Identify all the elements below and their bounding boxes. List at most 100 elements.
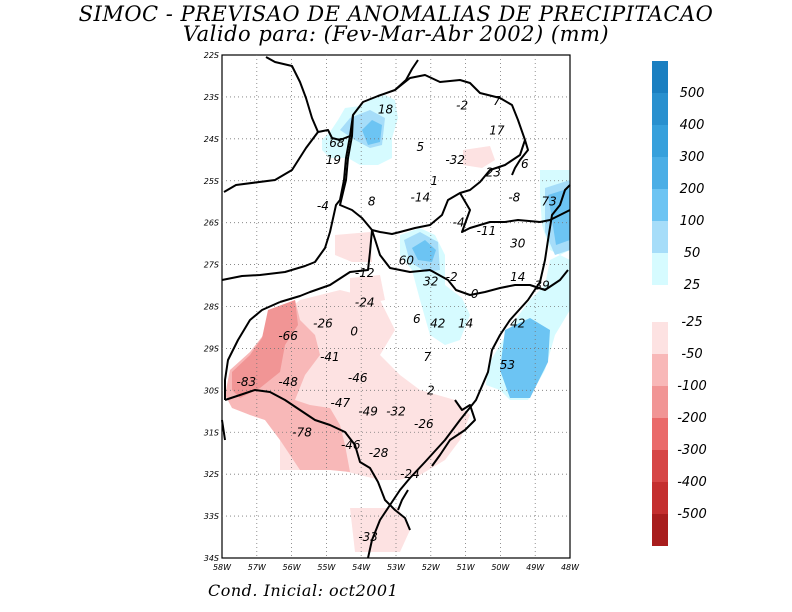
anomaly-value: 0 — [350, 325, 358, 339]
legend-label: 200 — [680, 182, 705, 197]
lat-label: 22S — [204, 51, 219, 60]
lat-label: 32S — [204, 470, 219, 479]
legend-label: -50 — [681, 347, 702, 362]
longitude-labels: 58W 57W 56W 55W 54W 53W 52W 51W 50W 49W 48W — [213, 563, 580, 572]
lon-label: 49W — [526, 563, 545, 572]
anomaly-value: -4 — [453, 216, 465, 230]
border-west — [221, 135, 351, 281]
grid-lines — [222, 55, 570, 558]
state-border-parana — [371, 74, 526, 235]
legend-swatch — [652, 386, 668, 418]
anomaly-value: -83 — [237, 375, 257, 389]
legend-label: -200 — [677, 411, 707, 426]
legend-swatch — [652, 221, 668, 253]
color-legend: 500 400 300 200 100 50 25 -25 -50 -100 -200 -300 -40… — [652, 61, 707, 546]
legend-swatch — [652, 354, 668, 386]
anomaly-value: -2 — [456, 98, 468, 112]
anomaly-value: 32 — [423, 274, 438, 288]
legend-swatch — [652, 418, 668, 450]
anomaly-value: 5 — [417, 140, 425, 154]
legend-label: -300 — [677, 443, 707, 458]
lat-label: 29S — [204, 344, 219, 353]
lon-label: 51W — [457, 563, 476, 572]
anomaly-value: -41 — [320, 350, 340, 364]
lat-label: 30S — [204, 386, 219, 395]
anomaly-value: 17 — [489, 123, 505, 137]
anomaly-value: -48 — [278, 375, 298, 389]
anomaly-value: 23 — [486, 165, 501, 179]
legend-label: 50 — [684, 246, 701, 261]
legend-label: 100 — [680, 214, 705, 229]
anomaly-value: -26 — [313, 316, 333, 330]
anomaly-value: -8 — [508, 191, 520, 205]
legend-swatch — [652, 93, 668, 125]
legend-label: 500 — [680, 86, 705, 101]
legend-swatch — [652, 450, 668, 482]
anomaly-value: -33 — [358, 530, 378, 544]
border-uruguay-south — [224, 389, 411, 531]
lagoa-mirim — [397, 489, 409, 511]
anomaly-value: 14 — [458, 316, 473, 330]
legend-swatch — [652, 189, 668, 221]
border-uruguay-west — [224, 301, 281, 400]
lon-label: 48W — [561, 563, 580, 572]
anomaly-value: -32 — [386, 404, 406, 418]
legend-swatch — [652, 157, 668, 189]
lat-label: 25S — [204, 177, 219, 186]
anomaly-value: -4 — [317, 199, 329, 213]
anomaly-value: -24 — [355, 295, 375, 309]
lon-label: 50W — [491, 563, 510, 572]
lon-label: 57W — [248, 563, 267, 572]
anomaly-value: -2 — [446, 270, 458, 284]
anomaly-value: 73 — [541, 195, 556, 209]
state-border-sc-rs — [371, 229, 569, 296]
map-title: SIMOC - PREVISAO DE ANOMALIAS DE PRECIPI… — [78, 2, 714, 26]
legend-swatch — [652, 125, 668, 157]
border-argentina — [279, 229, 373, 303]
anomaly-value: 1 — [430, 174, 438, 188]
initial-condition-note: Cond. Inicial: oct2001 — [208, 581, 399, 600]
legend-label: 25 — [684, 278, 701, 293]
coastline — [367, 184, 571, 559]
map-subtitle: Valido para: (Fev-Mar-Abr 2002) (mm) — [182, 22, 610, 46]
anomaly-value: 8 — [368, 195, 376, 209]
anomaly-value: 30 — [510, 237, 526, 251]
anomaly-value: 6 — [413, 312, 421, 326]
state-border-pr-sc — [459, 192, 571, 233]
lon-label: 58W — [213, 563, 232, 572]
boundaries — [221, 56, 571, 559]
anomaly-value: 6 — [521, 157, 529, 171]
lat-label: 31S — [204, 428, 219, 437]
anomaly-value: -32 — [445, 153, 465, 167]
legend-label: -500 — [677, 507, 707, 522]
anomaly-value: 42 — [430, 316, 445, 330]
legend-label: -25 — [681, 315, 702, 330]
river-border — [339, 114, 373, 231]
paraguay-border — [223, 131, 319, 193]
anomaly-value: 60 — [399, 253, 415, 267]
anomaly-value: 18 — [378, 102, 394, 116]
anomaly-value: 7 — [423, 350, 431, 364]
lat-label: 33S — [204, 512, 219, 521]
legend-swatch — [652, 61, 668, 93]
border-southwest — [221, 419, 226, 441]
legend-swatch — [652, 482, 668, 514]
lon-label: 53W — [387, 563, 406, 572]
lon-label: 55W — [317, 563, 336, 572]
anomaly-value: 7 — [493, 94, 501, 108]
anomaly-value: 19 — [326, 153, 341, 167]
anomaly-value: -47 — [331, 396, 351, 410]
legend-swatch — [652, 514, 668, 546]
legend-label: 400 — [680, 118, 705, 133]
anomaly-value: -12 — [355, 266, 375, 280]
anomaly-value: -24 — [400, 467, 420, 481]
coast-sp-north — [511, 139, 529, 176]
legend-label: -400 — [677, 475, 707, 490]
anomaly-value: 14 — [510, 270, 525, 284]
anomaly-value: -46 — [341, 438, 361, 452]
lon-label: 56W — [283, 563, 302, 572]
lat-label: 34S — [204, 554, 219, 563]
legend-label: -100 — [677, 379, 707, 394]
legend-swatch — [652, 322, 668, 354]
